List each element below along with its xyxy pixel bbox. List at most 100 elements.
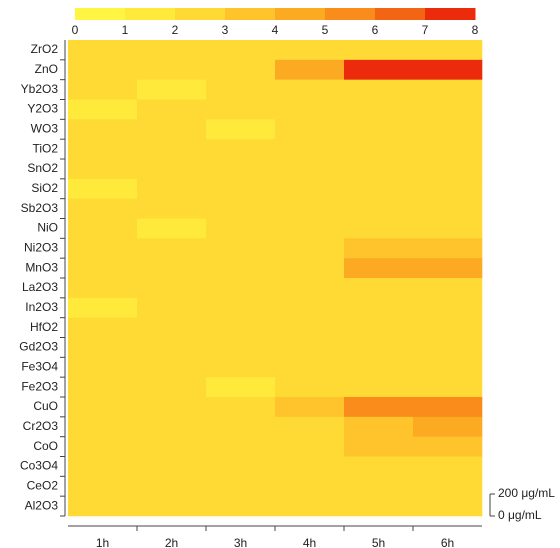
heatmap-cell xyxy=(275,377,345,398)
heatmap-cell xyxy=(275,198,345,219)
heatmap-cell xyxy=(344,357,414,378)
heatmap-cell xyxy=(275,238,345,259)
heatmap-cell xyxy=(344,496,414,517)
row-label: In2O3 xyxy=(25,300,58,314)
heatmap-cell xyxy=(68,297,138,318)
colorbar-tick-label: 2 xyxy=(172,23,179,37)
heatmap-cell xyxy=(137,79,207,100)
heatmap-cell xyxy=(137,496,207,517)
heatmap-cell xyxy=(68,159,138,180)
heatmap-cell xyxy=(68,40,138,61)
heatmap-cell xyxy=(68,397,138,418)
colorbar-tick-label: 8 xyxy=(472,23,479,37)
colorbar-segment xyxy=(375,8,426,20)
heatmap-cell xyxy=(68,258,138,279)
heatmap-cell xyxy=(344,377,414,398)
colorbar-tick-label: 5 xyxy=(322,23,329,37)
heatmap-cell xyxy=(68,238,138,259)
heatmap-cell xyxy=(137,178,207,199)
heatmap-cell xyxy=(275,178,345,199)
heatmap-cell xyxy=(137,238,207,259)
heatmap-cell xyxy=(344,40,414,61)
row-label: Y2O3 xyxy=(27,102,58,116)
heatmap-cell xyxy=(275,159,345,180)
heatmap-cell xyxy=(68,99,138,120)
heatmap-cell xyxy=(413,178,483,199)
heatmap-cell xyxy=(413,79,483,100)
heatmap-cell xyxy=(344,238,414,259)
row-label: Co3O4 xyxy=(20,459,58,473)
heatmap-cell xyxy=(137,258,207,279)
colorbar-tick-label: 0 xyxy=(72,23,79,37)
colorbar-segment xyxy=(275,8,326,20)
heatmap-cell xyxy=(275,119,345,140)
colorbar-segment xyxy=(225,8,276,20)
colorbar-tick-label: 6 xyxy=(372,23,379,37)
heatmap-cell xyxy=(413,159,483,180)
heatmap-cell xyxy=(275,317,345,338)
heatmap-cell xyxy=(206,119,276,140)
heatmap-cell xyxy=(275,496,345,517)
column-label: 4h xyxy=(303,536,316,548)
row-label: NiO xyxy=(37,221,58,235)
heatmap-cell xyxy=(137,119,207,140)
heatmap-cell xyxy=(206,297,276,318)
heatmap-cell xyxy=(137,198,207,219)
heatmap-cell xyxy=(413,416,483,437)
row-label: HfO2 xyxy=(30,320,58,334)
heatmap-cell xyxy=(206,79,276,100)
heatmap-cell xyxy=(275,337,345,358)
heatmap-cell xyxy=(206,436,276,457)
heatmap-cell xyxy=(68,59,138,80)
colorbar-segment xyxy=(75,8,126,20)
heatmap-cell xyxy=(206,258,276,279)
heatmap-cell xyxy=(344,218,414,239)
heatmap-cell xyxy=(68,119,138,140)
heatmap-cell xyxy=(137,297,207,318)
heatmap-cell xyxy=(413,99,483,120)
heatmap-cell xyxy=(68,317,138,338)
heatmap-cell xyxy=(68,139,138,160)
column-label: 6h xyxy=(441,536,454,548)
heatmap-cell xyxy=(206,397,276,418)
heatmap-cell xyxy=(206,159,276,180)
heatmap-cell xyxy=(137,357,207,378)
heatmap-cell xyxy=(344,317,414,338)
heatmap-cell xyxy=(413,119,483,140)
heatmap-cell xyxy=(344,278,414,299)
colorbar-segment xyxy=(175,8,226,20)
heatmap-cell xyxy=(344,416,414,437)
heatmap-cell xyxy=(344,436,414,457)
heatmap-cell xyxy=(344,258,414,279)
row-label: ZrO2 xyxy=(31,42,59,56)
heatmap-cell xyxy=(413,278,483,299)
heatmap-cell xyxy=(68,456,138,477)
heatmap-cell xyxy=(413,40,483,61)
heatmap-cell xyxy=(206,496,276,517)
heatmap-cell xyxy=(68,337,138,358)
heatmap-cell xyxy=(413,297,483,318)
heatmap-cell xyxy=(68,357,138,378)
row-label: Gd2O3 xyxy=(19,340,58,354)
heatmap-cell xyxy=(68,416,138,437)
heatmap-cell xyxy=(68,218,138,239)
row-label: SnO2 xyxy=(27,161,58,175)
colorbar-tick-label: 4 xyxy=(272,23,279,37)
heatmap-cell xyxy=(68,198,138,219)
heatmap-cell xyxy=(344,59,414,80)
heatmap-cell xyxy=(413,377,483,398)
column-label: 2h xyxy=(165,536,178,548)
concentration-label: 200 μg/mL xyxy=(498,486,555,500)
heatmap-cell xyxy=(137,337,207,358)
heatmap-cell xyxy=(344,476,414,497)
heatmap-cell xyxy=(275,218,345,239)
heatmap-cell xyxy=(137,40,207,61)
colorbar-segment xyxy=(425,8,476,20)
row-label: Fe3O4 xyxy=(21,359,58,373)
heatmap-cell xyxy=(413,218,483,239)
heatmap-cell xyxy=(275,397,345,418)
heatmap-cell xyxy=(275,297,345,318)
heatmap-cell xyxy=(206,40,276,61)
heatmap-cell xyxy=(68,79,138,100)
heatmap-cell xyxy=(344,119,414,140)
